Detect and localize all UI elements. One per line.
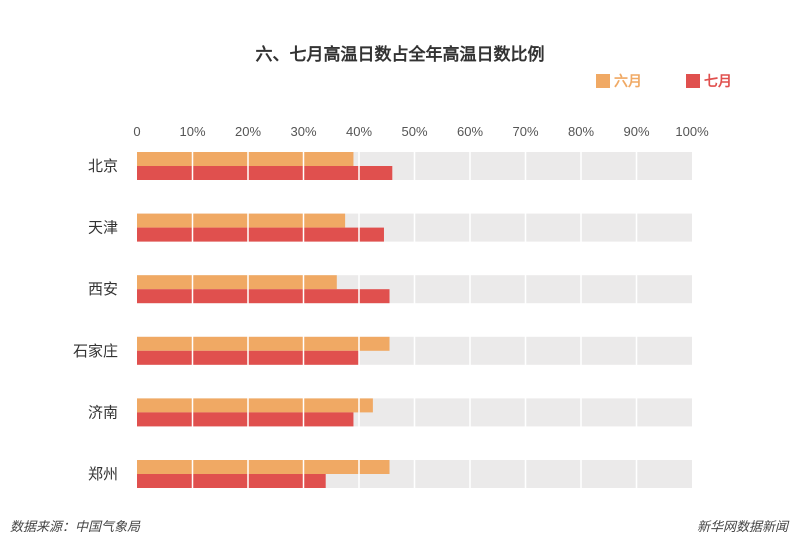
source-note: 数据来源：中国气象局 xyxy=(10,519,141,534)
x-tick-label: 60% xyxy=(457,124,483,139)
category-label: 天津 xyxy=(88,220,118,237)
chart-title: 六、七月高温日数占全年高温日数比例 xyxy=(256,44,545,64)
bar-july xyxy=(137,166,393,180)
x-tick-label: 80% xyxy=(568,124,594,139)
category-label: 郑州 xyxy=(88,466,118,483)
bars xyxy=(137,152,393,488)
bar-june xyxy=(137,275,337,290)
bar-july xyxy=(137,227,384,242)
bar-june xyxy=(137,152,354,166)
x-tick-label: 90% xyxy=(623,124,649,139)
legend-label: 七月 xyxy=(704,73,732,89)
bar-june xyxy=(137,336,390,351)
bar-july xyxy=(137,474,326,488)
legend-swatch xyxy=(596,74,610,88)
x-tick-label: 100% xyxy=(675,124,709,139)
x-tick-label: 70% xyxy=(512,124,538,139)
x-tick-label: 30% xyxy=(290,124,316,139)
category-label: 西安 xyxy=(88,281,118,298)
bar-june xyxy=(137,213,346,228)
x-tick-label: 0 xyxy=(133,124,140,139)
category-label: 石家庄 xyxy=(73,342,118,360)
credit: 新华网数据新闻 xyxy=(696,519,788,534)
category-label: 北京 xyxy=(88,158,118,175)
gridlines xyxy=(191,148,638,492)
category-label: 济南 xyxy=(88,404,118,421)
bar-july xyxy=(137,289,390,304)
x-tick-label: 10% xyxy=(179,124,205,139)
legend-swatch xyxy=(686,74,700,88)
bar-june xyxy=(137,398,373,413)
x-tick-label: 50% xyxy=(401,124,427,139)
x-tick-label: 20% xyxy=(235,124,261,139)
legend-label: 六月 xyxy=(614,73,642,89)
x-tick-label: 40% xyxy=(346,124,372,139)
x-axis-ticks: 0 10% 20% 30% 40% 50% 60% 70% 80% 90% 100% xyxy=(133,124,709,139)
legend: 六月 七月 xyxy=(596,73,732,89)
bar-june xyxy=(137,460,390,474)
bar-july xyxy=(137,412,354,427)
